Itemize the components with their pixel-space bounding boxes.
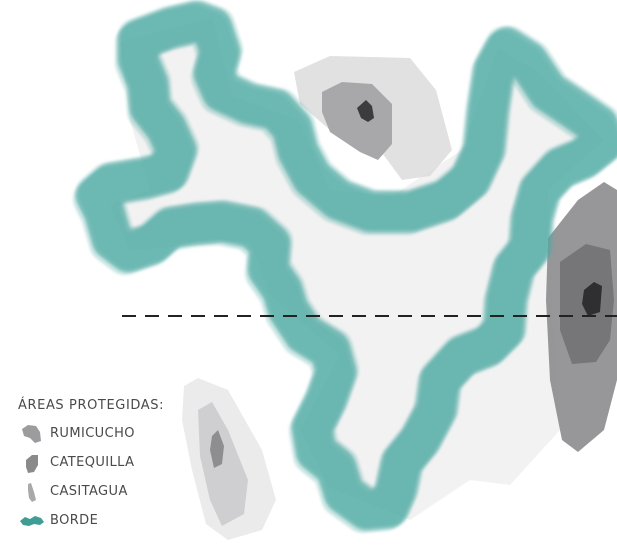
- rumicucho-swatch-icon: [22, 424, 41, 443]
- legend-item-rumicucho: RUMICUCHO: [18, 419, 164, 448]
- catequilla-core: [582, 282, 602, 316]
- rumicucho-area: [294, 56, 452, 180]
- catequilla-swatch-icon: [26, 454, 38, 473]
- legend-item-casitagua: CASITAGUA: [18, 477, 164, 506]
- legend-label-catequilla: CATEQUILLA: [50, 455, 135, 470]
- border-band: [93, 20, 617, 513]
- legend-label-casitagua: CASITAGUA: [50, 484, 128, 499]
- legend-title: ÁREAS PROTEGIDAS:: [18, 398, 165, 413]
- casitagua-swatch-icon: [28, 482, 36, 502]
- legend-item-border: BORDE: [18, 506, 164, 535]
- casitagua-area: [182, 378, 276, 540]
- legend: ÁREAS PROTEGIDAS: RUMICUCHO CATEQUILLA C…: [18, 398, 164, 535]
- border-swatch-icon: [20, 515, 44, 526]
- rumicucho-core: [357, 100, 374, 122]
- legend-label-rumicucho: RUMICUCHO: [50, 426, 135, 441]
- legend-label-border: BORDE: [50, 513, 99, 528]
- casitagua-core: [210, 430, 224, 468]
- legend-item-catequilla: CATEQUILLA: [18, 448, 164, 477]
- catequilla-area: [546, 182, 617, 452]
